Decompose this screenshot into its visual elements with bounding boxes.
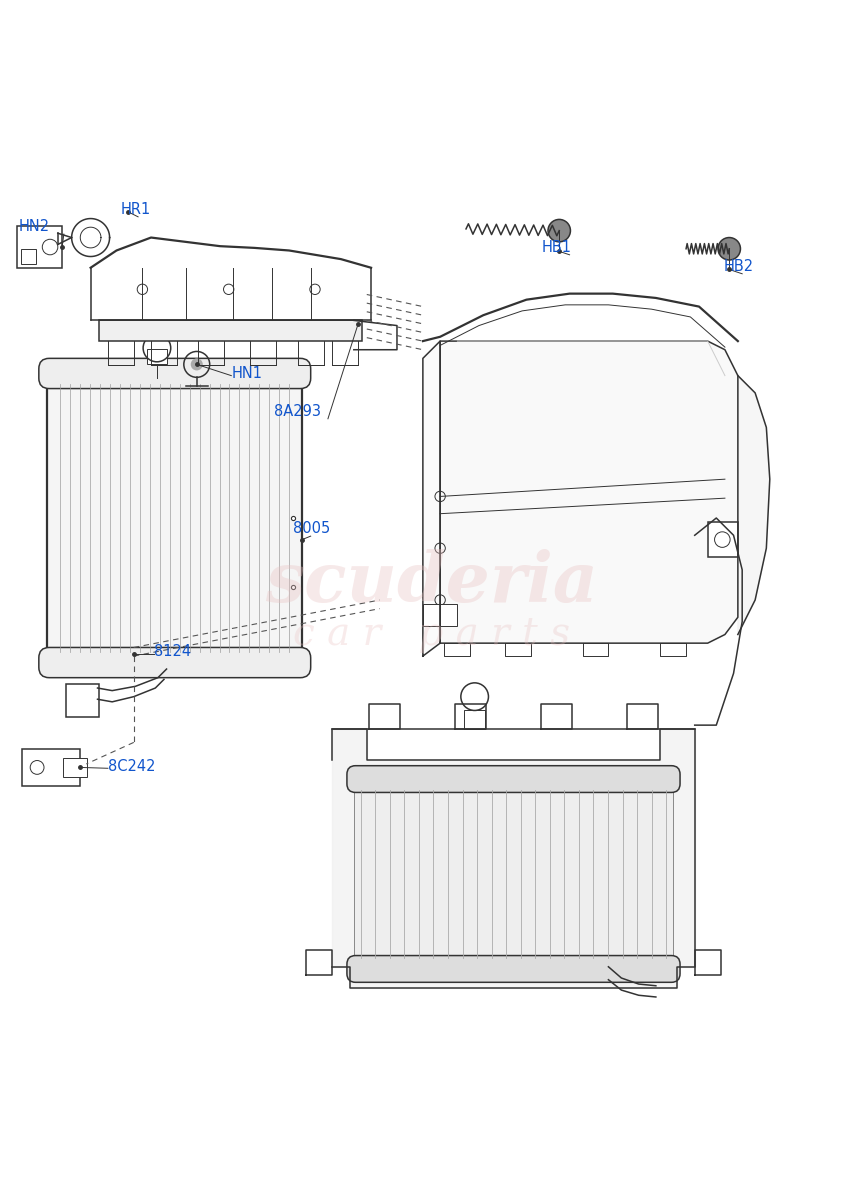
Text: c a r   p a r t s: c a r p a r t s [293, 616, 570, 653]
Text: HR1: HR1 [121, 202, 151, 217]
Polygon shape [332, 730, 695, 989]
Bar [47, 380, 302, 656]
Bar [17, 227, 62, 268]
Text: 8005: 8005 [293, 521, 331, 536]
Bar [708, 522, 738, 557]
Circle shape [191, 359, 203, 371]
FancyBboxPatch shape [39, 359, 311, 389]
FancyBboxPatch shape [39, 648, 311, 678]
Bar [21, 248, 36, 264]
Bar [63, 758, 87, 776]
Text: scuderia: scuderia [265, 548, 598, 617]
Text: 8A293: 8A293 [274, 403, 321, 419]
Circle shape [718, 238, 740, 260]
Bar [47, 380, 302, 656]
FancyBboxPatch shape [347, 766, 680, 792]
Bar [147, 349, 167, 365]
Text: 8124: 8124 [154, 643, 191, 659]
Circle shape [548, 220, 570, 242]
Bar [22, 749, 80, 786]
Bar [354, 786, 673, 962]
Bar [423, 605, 457, 626]
Bar [99, 320, 362, 341]
Bar [464, 710, 485, 730]
Bar [354, 786, 673, 962]
Text: HN2: HN2 [19, 220, 50, 234]
Bar [66, 684, 99, 716]
FancyBboxPatch shape [347, 955, 680, 983]
Text: HB1: HB1 [542, 240, 572, 254]
Polygon shape [738, 376, 770, 635]
Text: HB2: HB2 [723, 259, 753, 274]
Polygon shape [440, 341, 738, 643]
Polygon shape [423, 341, 440, 656]
Text: HN1: HN1 [231, 366, 262, 380]
Text: 8C242: 8C242 [108, 760, 155, 774]
